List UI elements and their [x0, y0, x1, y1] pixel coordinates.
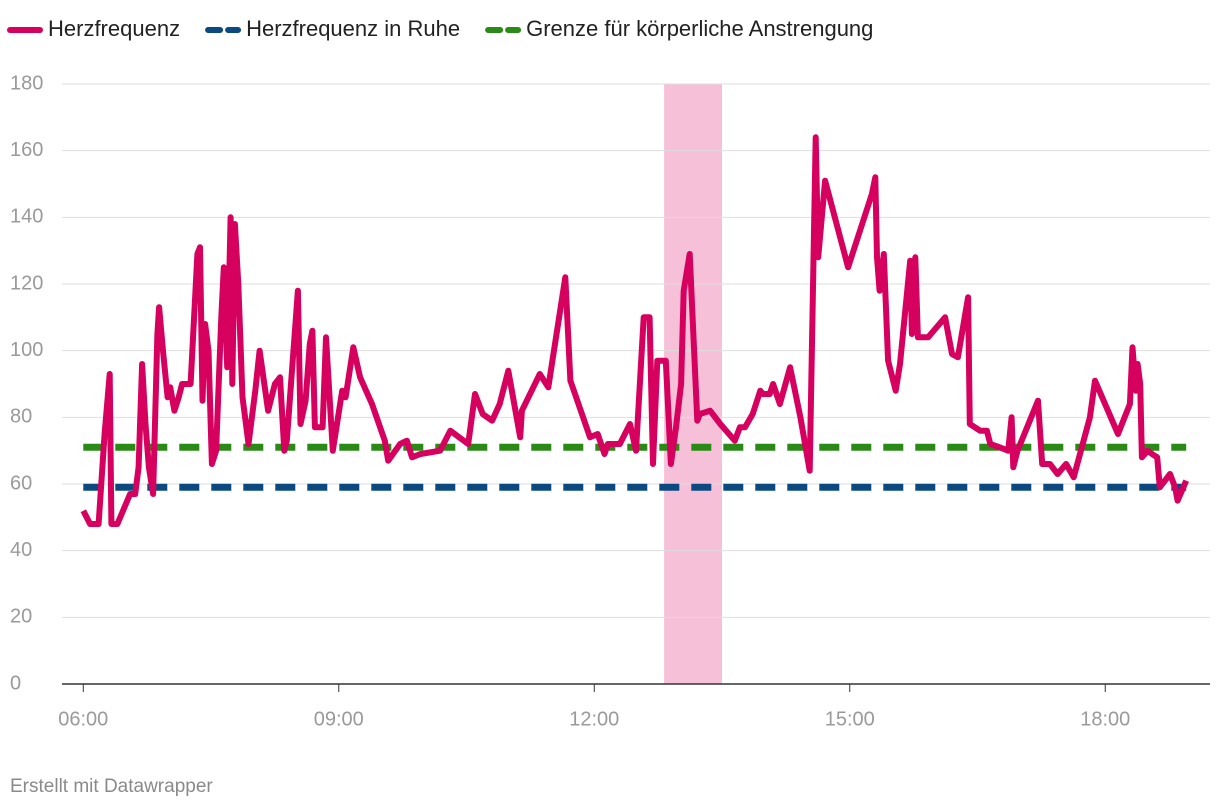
- legend-label: Herzfrequenz: [48, 16, 180, 41]
- legend-label: Herzfrequenz in Ruhe: [246, 16, 460, 41]
- source-note: Erstellt mit Datawrapper: [10, 776, 213, 797]
- y-tick-label: 60: [10, 472, 32, 494]
- x-tick-label: 15:00: [825, 708, 875, 730]
- x-tick-label: 09:00: [314, 708, 364, 730]
- y-tick-label: 180: [10, 72, 43, 94]
- y-tick-label: 160: [10, 139, 43, 161]
- y-tick-label: 140: [10, 206, 43, 228]
- y-tick-label: 20: [10, 606, 32, 628]
- y-tick-label: 120: [10, 272, 43, 294]
- y-tick-label: 100: [10, 339, 43, 361]
- y-tick-label: 40: [10, 539, 32, 561]
- legend-label: Grenze für körperliche Anstrengung: [526, 16, 873, 41]
- x-tick-label: 18:00: [1080, 708, 1130, 730]
- x-tick-label: 12:00: [569, 708, 619, 730]
- y-tick-label: 0: [10, 672, 21, 694]
- y-tick-label: 80: [10, 406, 32, 428]
- x-tick-label: 06:00: [58, 708, 108, 730]
- series-line: [80, 134, 1189, 527]
